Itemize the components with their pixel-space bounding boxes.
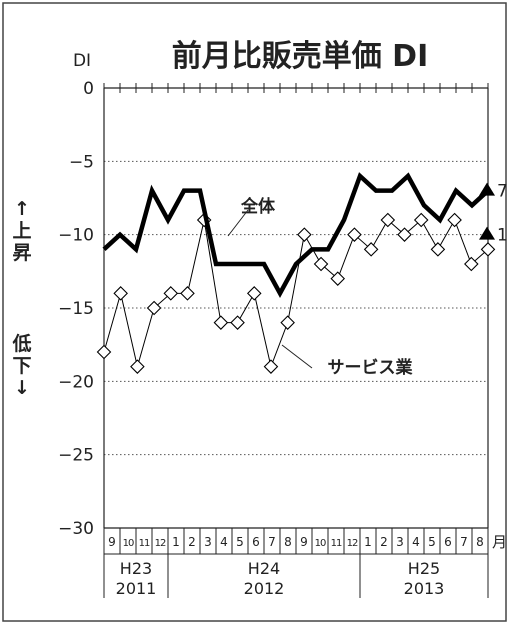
y-tick-label: −25 <box>58 446 94 466</box>
y-tick-label: −5 <box>69 152 94 172</box>
gridlines <box>104 160 488 456</box>
x-tick-label: 6 <box>444 535 452 549</box>
data-point-service <box>313 256 329 272</box>
y-tick-label: −10 <box>58 226 94 246</box>
data-point-service <box>246 286 262 301</box>
y-axis-label: DI <box>73 51 91 71</box>
era-label: H23 <box>120 559 152 578</box>
x-tick-label: 9 <box>108 535 116 549</box>
x-tick-label: 4 <box>220 535 228 549</box>
data-point-service <box>297 227 312 242</box>
x-tick-label: 10 <box>123 538 134 549</box>
year-label: 2013 <box>404 579 445 598</box>
data-point-service <box>96 344 112 360</box>
side-label-up: 上 <box>12 220 31 242</box>
x-tick-label: 8 <box>476 535 484 549</box>
x-tick-label: 7 <box>268 535 276 549</box>
axis-ticks <box>103 83 489 598</box>
data-point-service <box>380 212 396 228</box>
data-point-service <box>263 359 279 374</box>
x-tick-label: 1 <box>364 535 372 549</box>
x-tick-label: 12 <box>347 538 358 549</box>
leader-line-service <box>281 344 313 369</box>
side-label-up: ↑ <box>14 198 30 220</box>
forecast-marker <box>479 182 495 196</box>
data-point-service <box>347 227 362 242</box>
x-tick-label: 2 <box>380 535 388 549</box>
x-tick-label: 10 <box>315 538 326 549</box>
x-tick-label: 8 <box>284 535 292 549</box>
x-tick-label: 2 <box>188 535 196 549</box>
x-tick-label: 1 <box>172 535 180 549</box>
era-label: H24 <box>248 559 280 578</box>
data-point-service <box>363 242 379 257</box>
data-point-service <box>163 286 179 301</box>
x-tick-label: 3 <box>204 535 212 549</box>
series-label-service: サービス業 <box>328 357 413 378</box>
series-line-overall <box>102 172 490 299</box>
year-label: 2012 <box>244 579 285 598</box>
forecast-marker <box>479 226 495 240</box>
data-point-service <box>130 359 145 374</box>
y-tick-label: −20 <box>58 372 94 392</box>
chart-frame <box>2 2 507 622</box>
year-label: 2011 <box>116 579 157 598</box>
data-point-service <box>280 315 295 330</box>
x-tick-label: 11 <box>331 538 342 549</box>
x-tick-label: 9 <box>300 535 308 549</box>
x-tick-label: 3 <box>396 535 404 549</box>
side-label-down: 低 <box>11 332 31 355</box>
data-point-service <box>113 286 128 301</box>
tick-labels: 0−5−10−15−20−25−309 10 11 12 1 2 3 4 5 6 7 8 9 10 11 12… <box>11 79 509 598</box>
x-tick-label: 4 <box>412 535 420 549</box>
forecast-label: 7 <box>497 182 508 202</box>
data-point-service <box>480 242 496 257</box>
leader-line-overall <box>227 209 249 237</box>
x-tick-label: 12 <box>155 538 166 549</box>
y-tick-label: −30 <box>58 519 94 539</box>
era-label: H25 <box>408 559 440 578</box>
chart-title: 前月比販売単価 DI <box>172 39 429 74</box>
y-tick-label: −15 <box>58 299 94 319</box>
x-unit-label: 月 <box>492 533 507 551</box>
series-label-overall: 全体 <box>240 196 276 217</box>
data-point-service <box>430 242 446 257</box>
side-label-down: ↓ <box>14 377 30 399</box>
x-tick-label: 5 <box>428 535 436 549</box>
x-tick-label: 6 <box>252 535 260 549</box>
x-tick-label: 7 <box>460 535 468 549</box>
x-tick-label: 11 <box>139 538 150 549</box>
data-point-service <box>464 256 479 272</box>
data-point-service <box>397 227 412 242</box>
side-label-down: 下 <box>12 355 31 377</box>
x-tick-label: 5 <box>236 535 244 549</box>
y-tick-label: 0 <box>83 79 94 99</box>
series-group <box>96 172 496 374</box>
data-point-service <box>230 315 245 330</box>
data-point-service <box>180 286 195 301</box>
forecast-label: 11 <box>497 226 509 246</box>
data-point-service <box>330 271 346 286</box>
side-label-up: 昇 <box>12 242 31 264</box>
data-point-service <box>413 212 429 228</box>
data-point-service <box>213 315 229 330</box>
data-point-service <box>146 300 162 316</box>
data-point-service <box>447 212 462 228</box>
